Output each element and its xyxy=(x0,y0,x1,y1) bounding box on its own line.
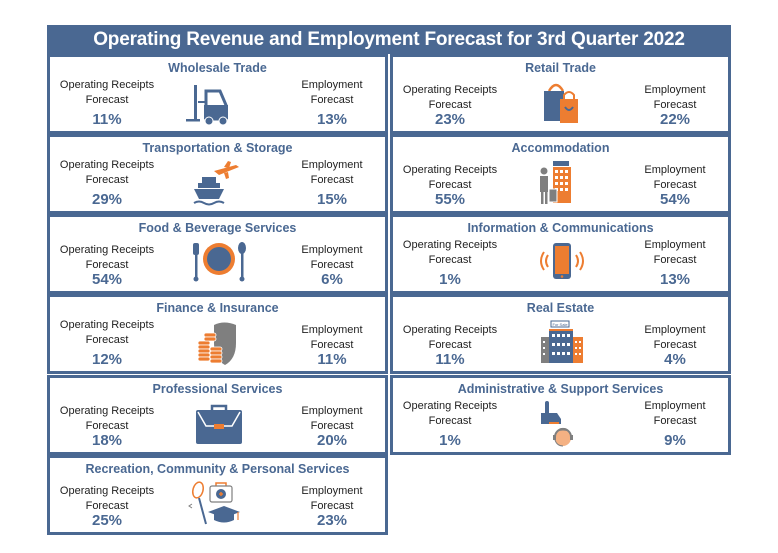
employment-value: 22% xyxy=(659,111,691,128)
employment-value: 13% xyxy=(316,111,348,128)
sector-title: Food & Beverage Services xyxy=(138,221,297,235)
employment-label: Employment Forecast xyxy=(644,400,706,427)
receipts-label: Operating Receipts Forecast xyxy=(402,164,498,191)
sector-card-transportation-storage: Transportation & Storage Operating Recei… xyxy=(47,134,388,214)
sector-title: Finance & Insurance xyxy=(156,301,279,315)
employment-label: Employment Forecast xyxy=(644,84,706,111)
employment-value: 54% xyxy=(659,191,691,208)
coins-shield-icon xyxy=(184,319,254,369)
sector-card-information-communications: Information & Communications Operating R… xyxy=(390,214,731,294)
sector-card-wholesale-trade: Wholesale Trade Operating Receipts Foreca… xyxy=(47,54,388,134)
receipts-value: 12% xyxy=(91,351,123,368)
employment-value: 13% xyxy=(659,271,691,288)
smartphone-icon xyxy=(527,239,597,289)
receipts-value: 18% xyxy=(91,432,123,449)
employment-value: 15% xyxy=(316,191,348,208)
receipts-value: 29% xyxy=(91,191,123,208)
sector-card-food-beverage: Food & Beverage Services Operating Recei… xyxy=(47,214,388,294)
page-title: Operating Revenue and Employment Forecas… xyxy=(47,25,731,54)
receipts-label: Operating Receipts Forecast xyxy=(402,84,498,111)
receipts-label: Operating Receipts Forecast xyxy=(59,405,155,432)
employment-label: Employment Forecast xyxy=(644,164,706,191)
sector-title: Wholesale Trade xyxy=(168,61,267,75)
sector-title: Real Estate xyxy=(526,301,595,315)
employment-value: 4% xyxy=(664,351,686,368)
sector-card-accommodation: Accommodation Operating Receipts Forecast… xyxy=(390,134,731,214)
sector-title: Transportation & Storage xyxy=(142,141,293,155)
receipts-value: 55% xyxy=(434,191,466,208)
sector-title: Accommodation xyxy=(511,141,610,155)
employment-label: Employment Forecast xyxy=(301,405,363,432)
employment-label: Employment Forecast xyxy=(301,244,363,271)
racket-medical-graduation-icon xyxy=(184,480,254,530)
employment-value: 23% xyxy=(316,512,348,529)
receipts-value: 1% xyxy=(439,432,461,449)
employment-value: 6% xyxy=(321,271,343,288)
plate-cutlery-icon xyxy=(184,239,254,289)
receipts-label: Operating Receipts Forecast xyxy=(402,239,498,266)
receipts-value: 11% xyxy=(435,351,465,368)
receipts-label: Operating Receipts Forecast xyxy=(402,324,498,351)
employment-label: Employment Forecast xyxy=(301,159,363,186)
sector-card-administrative-support: Administrative & Support Services Operat… xyxy=(390,375,731,455)
receipts-label: Operating Receipts Forecast xyxy=(59,79,155,106)
sector-title: Information & Communications xyxy=(467,221,654,235)
employment-label: Employment Forecast xyxy=(301,324,363,351)
employment-value: 20% xyxy=(316,432,348,449)
sector-card-professional-services: Professional Services Operating Receipts… xyxy=(47,375,388,455)
receipts-label: Operating Receipts Forecast xyxy=(59,159,155,186)
receipts-value: 25% xyxy=(91,512,123,529)
briefcase-icon xyxy=(184,400,254,450)
sector-card-recreation-community-personal: Recreation, Community & Personal Service… xyxy=(47,455,388,535)
sector-title: Retail Trade xyxy=(525,61,596,75)
hotel-traveler-icon xyxy=(527,159,597,209)
sector-title: Professional Services xyxy=(152,382,283,396)
receipts-label: Operating Receipts Forecast xyxy=(59,244,155,271)
svg-text:For Sale: For Sale xyxy=(552,322,568,327)
ship-plane-icon xyxy=(184,159,254,209)
sector-card-real-estate: Real Estate Operating Receipts Forecast 1… xyxy=(390,294,731,374)
forklift-icon xyxy=(184,79,254,129)
shopping-bags-icon xyxy=(527,79,597,129)
employment-label: Employment Forecast xyxy=(301,79,363,106)
sector-title: Administrative & Support Services xyxy=(457,382,664,396)
employment-label: Employment Forecast xyxy=(644,324,706,351)
receipts-label: Operating Receipts Forecast xyxy=(59,485,155,512)
buildings-for-sale-icon: For Sale xyxy=(527,319,597,369)
employment-value: 9% xyxy=(664,432,686,449)
employment-value: 11% xyxy=(317,351,347,368)
receipts-label: Operating Receipts Forecast xyxy=(402,400,498,427)
cleaning-support-icon xyxy=(527,400,597,450)
receipts-label: Operating Receipts Forecast xyxy=(59,319,155,346)
receipts-value: 54% xyxy=(91,271,123,288)
sector-card-finance-insurance: Finance & Insurance Operating Receipts Fo… xyxy=(47,294,388,374)
receipts-value: 11% xyxy=(92,111,122,128)
employment-label: Employment Forecast xyxy=(301,485,363,512)
sector-title: Recreation, Community & Personal Service… xyxy=(85,462,350,476)
receipts-value: 1% xyxy=(439,271,461,288)
receipts-value: 23% xyxy=(434,111,466,128)
sector-card-retail-trade: Retail Trade Operating Receipts Forecast … xyxy=(390,54,731,134)
employment-label: Employment Forecast xyxy=(644,239,706,266)
